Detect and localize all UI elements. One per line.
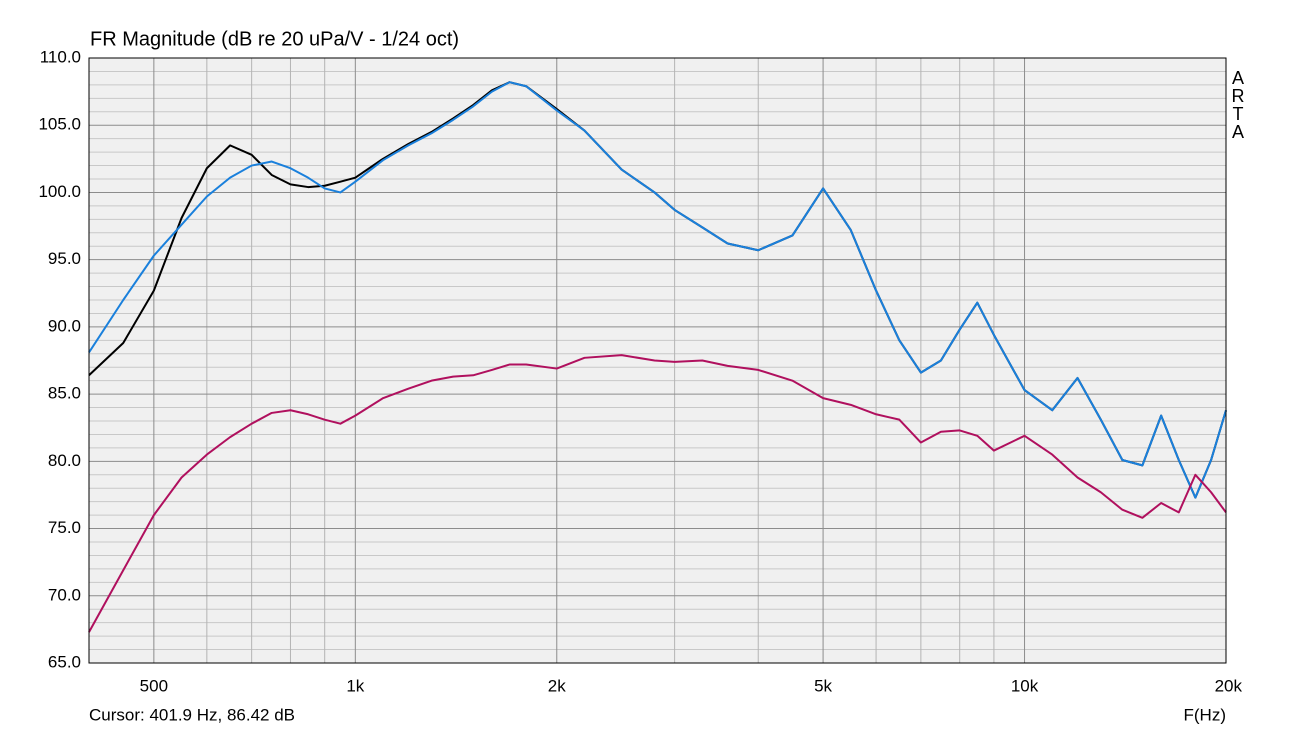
x-tick-label: 10k: [1011, 676, 1039, 695]
y-tick-label: 110.0: [40, 47, 81, 66]
y-tick-label: 105.0: [38, 115, 81, 134]
y-tick-label: 70.0: [48, 585, 81, 604]
y-tick-label: 75.0: [48, 518, 81, 537]
series-line: [88, 354, 1227, 633]
x-tick-label: 20k: [1215, 676, 1243, 695]
y-tick-label: 65.0: [48, 652, 81, 671]
y-tick-label: 100.0: [38, 182, 81, 201]
y-tick-label: 90.0: [48, 316, 81, 335]
cursor-readout: Cursor: 401.9 Hz, 86.42 dB: [89, 705, 295, 724]
x-axis-label: F(Hz): [1184, 705, 1226, 724]
y-tick-label: 95.0: [48, 249, 81, 268]
brand: ARTA: [1228, 68, 1248, 140]
x-tick-label: 500: [140, 676, 168, 695]
y-tick-label: 85.0: [48, 384, 81, 403]
chart-title: FR Magnitude (dB re 20 uPa/V - 1/24 oct): [90, 28, 459, 50]
y-tick-label: 80.0: [48, 451, 81, 470]
plot-frame: [88, 57, 1227, 664]
x-tick-label: 1k: [346, 676, 364, 695]
x-tick-label: 2k: [548, 676, 566, 695]
series-line: [88, 81, 1227, 499]
x-tick-label: 5k: [814, 676, 832, 695]
